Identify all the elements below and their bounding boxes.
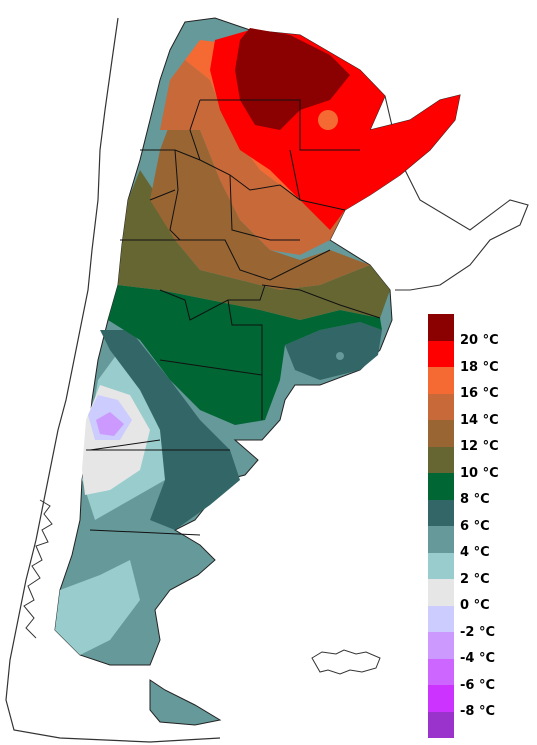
chile-islands [23,499,53,639]
band-10c [118,170,390,320]
legend-swatch [428,393,454,420]
legend-swatch [428,552,454,579]
brazil-border [384,95,529,291]
legend-swatch [428,711,454,738]
legend-label: 20 °C [460,333,499,348]
band-4c-spot [336,352,344,360]
legend-entry: -4 °C [428,632,528,665]
legend-swatch [428,499,454,526]
legend-entry: 16 °C [428,367,528,400]
temperature-legend: 20 °C 18 °C 16 °C 14 °C 12 °C 10 °C 8 °C 6 °C 4 … [428,314,528,738]
legend-label: 6 °C [460,518,490,534]
province-borders [86,99,381,536]
legend-swatch [428,340,454,367]
tierra-del-fuego [149,679,222,726]
band-neg4c [96,412,124,436]
malvinas-islands [311,649,381,675]
band-20c [235,28,350,130]
legend-swatch [428,314,454,341]
legend-entry: -2 °C [428,605,528,639]
legend-entry: 4 °C [428,526,528,559]
band-14c [160,60,345,255]
legend-label: 14 °C [460,412,499,428]
legend-swatch [428,367,454,394]
legend-swatch [428,658,454,685]
legend-label: 18 °C [460,359,499,375]
legend-swatch [428,605,454,632]
legend-swatch [428,446,454,473]
legend-entry: 6 °C [428,499,528,533]
legend-entry: -6 °C [428,658,528,692]
legend-label: -2 °C [460,624,496,640]
legend-swatch [428,632,454,659]
legend-label: -6 °C [460,677,496,693]
band-16c-spot [318,109,339,131]
legend-label: 4 °C [460,545,490,560]
band-6c-east [285,322,382,380]
legend-label: 16 °C [460,386,499,401]
legend-label: 8 °C [460,492,490,507]
band-6c [100,330,240,530]
legend-swatch [428,526,454,553]
legend-label: 10 °C [460,465,499,481]
legend-swatch [428,473,454,500]
legend-swatch [428,579,454,606]
band-2c [55,560,140,655]
legend-label: -8 °C [460,704,496,719]
legend-entry [428,711,528,738]
band-8c [108,285,382,425]
legend-entry: 0 °C [428,579,528,612]
legend-label: 12 °C [460,439,499,454]
legend-swatch [428,685,454,712]
band-12c [150,110,370,290]
legend-entry: 18 °C [428,340,528,374]
legend-swatch [428,420,454,447]
legend-label: 0 °C [460,598,490,613]
legend-entry: 12 °C [428,420,528,453]
legend-entry: 2 °C [428,552,528,586]
legend-entry: -8 °C [428,685,528,718]
legend-label: -4 °C [460,651,496,666]
legend-entry: 14 °C [428,393,528,427]
legend-entry: 20 °C [428,314,528,347]
legend-entry: 10 °C [428,446,528,480]
chile-outline [5,17,221,743]
legend-entry: 8 °C [428,473,528,506]
legend-label: 2 °C [460,571,490,587]
